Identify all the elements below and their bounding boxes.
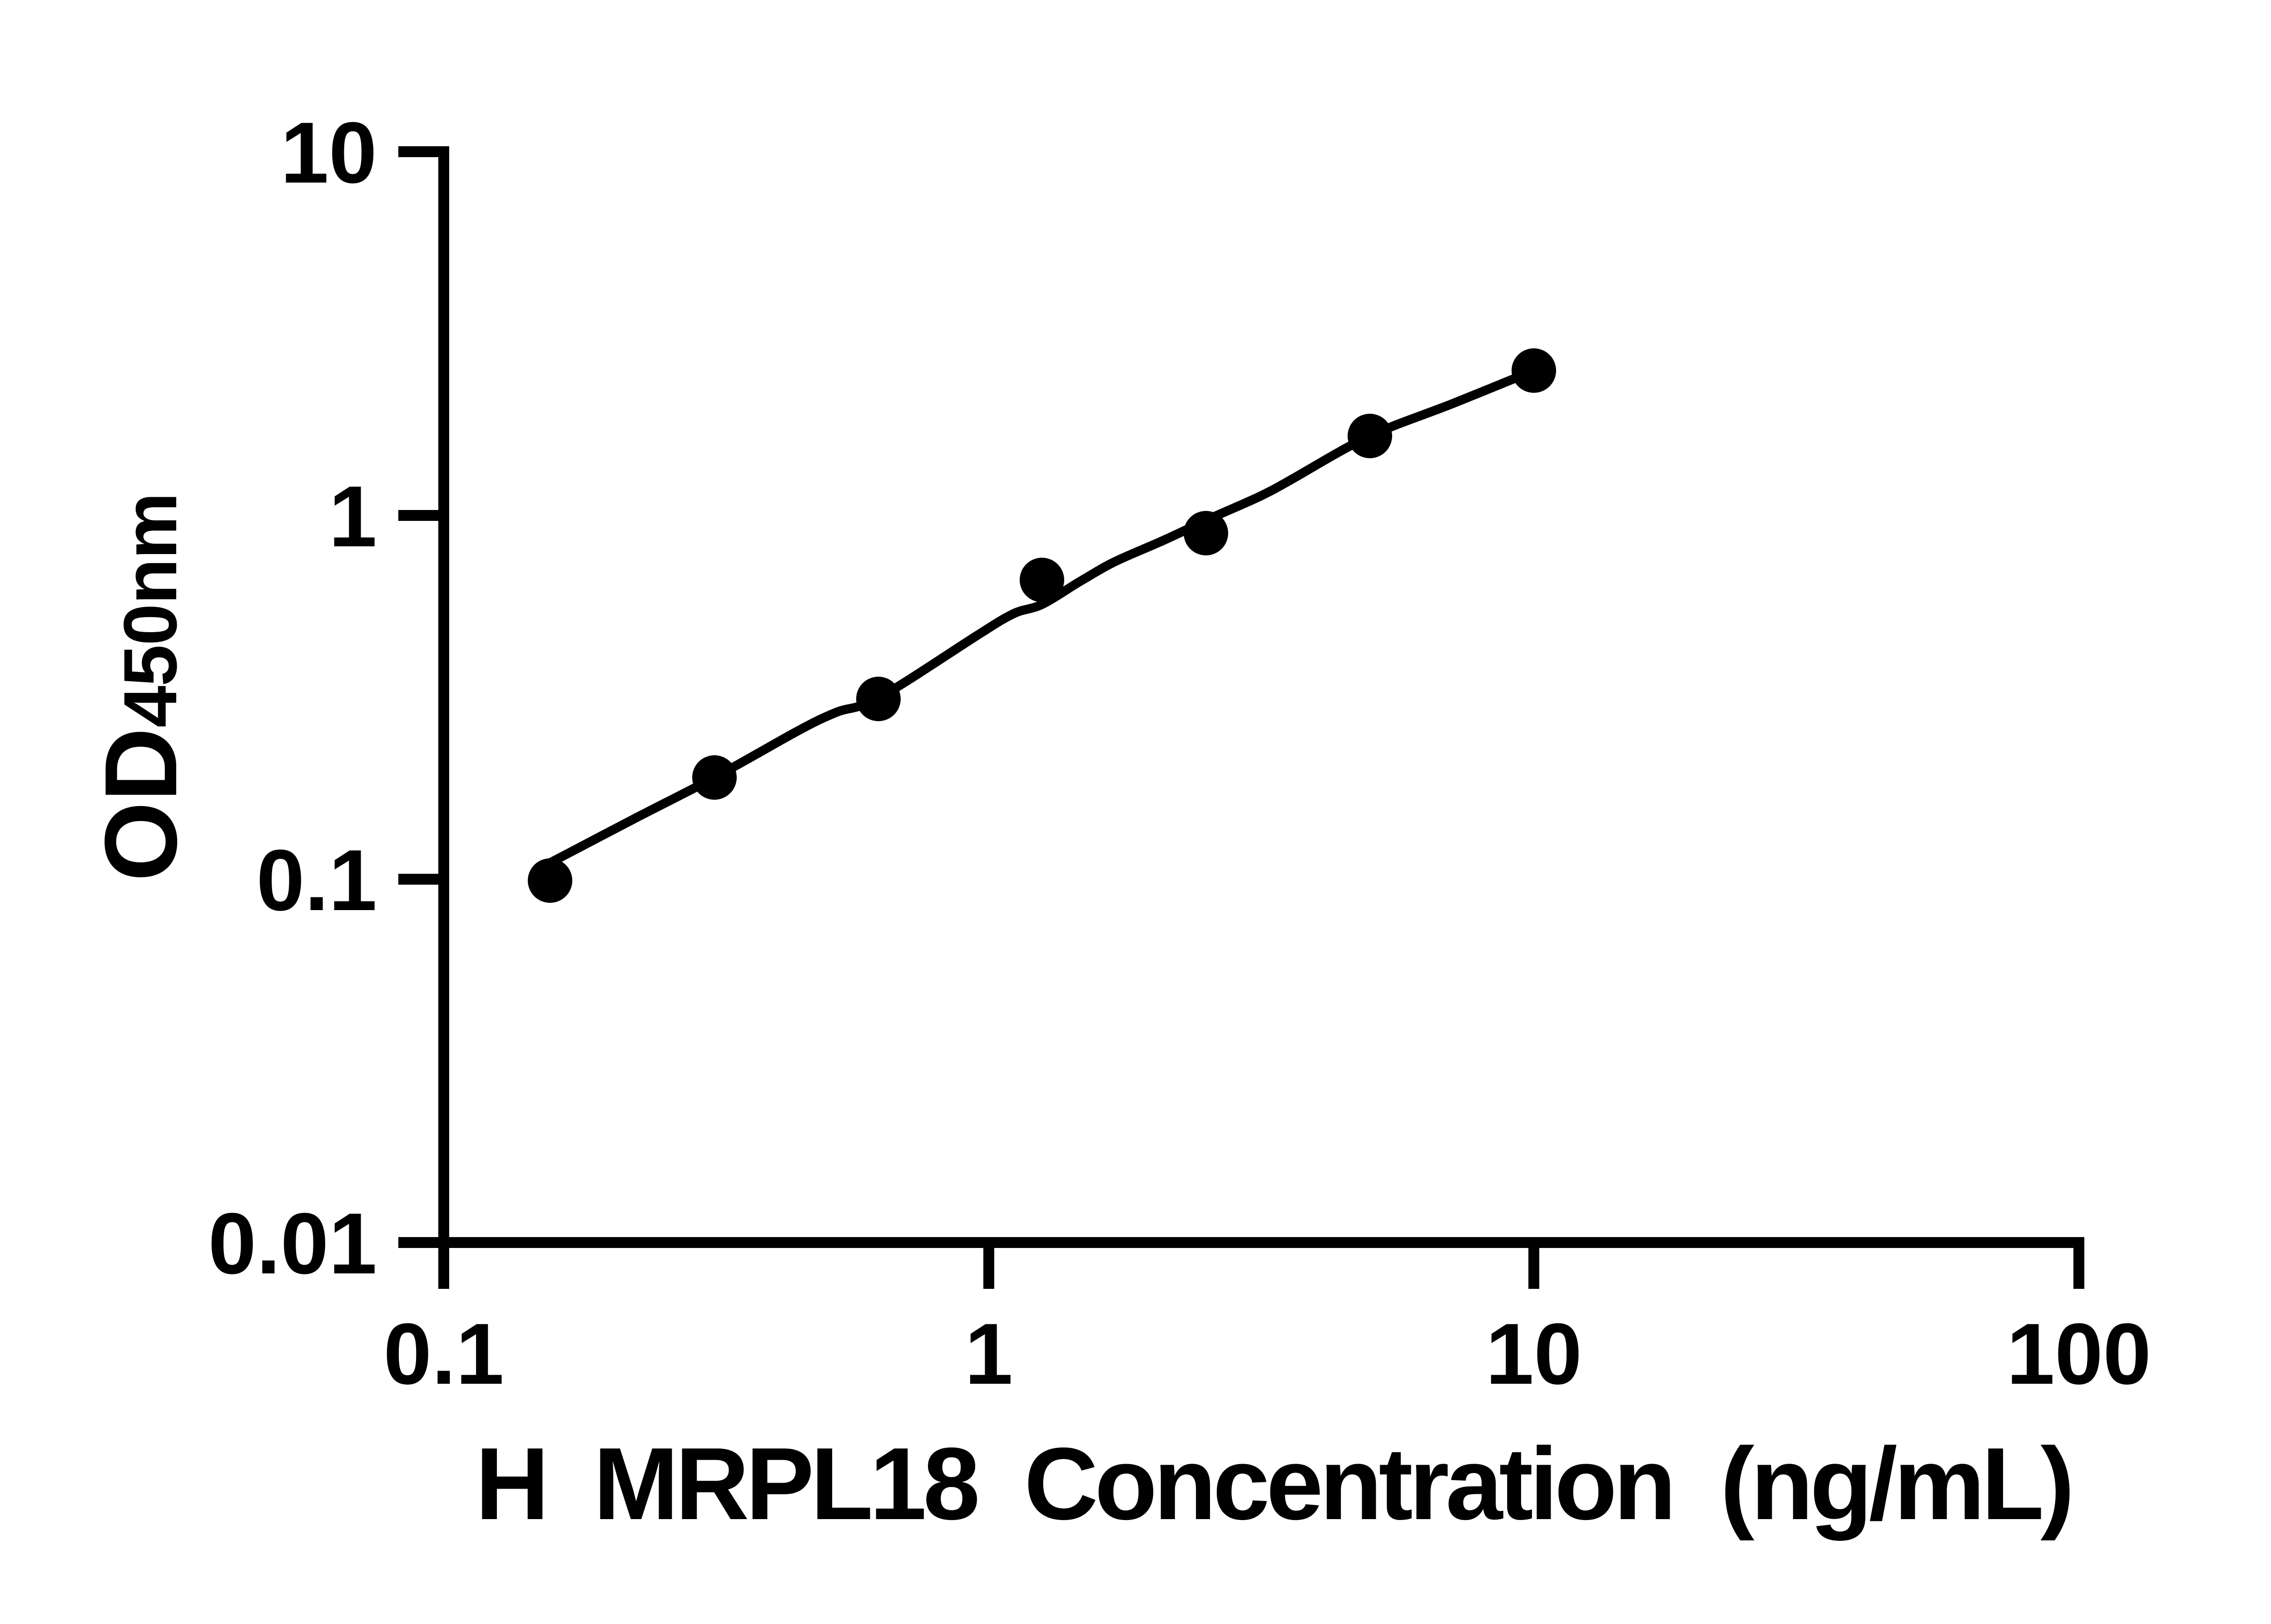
svg-text:H MRPL18 Concentration (ng/mL): H MRPL18 Concentration (ng/mL): [475, 1426, 2071, 1541]
svg-text:OD450nm: OD450nm: [83, 493, 198, 881]
svg-text:1: 1: [329, 468, 377, 565]
svg-text:0.1: 0.1: [256, 832, 377, 929]
svg-text:10: 10: [1486, 1306, 1582, 1402]
svg-text:10: 10: [281, 104, 377, 201]
svg-text:0.01: 0.01: [208, 1195, 377, 1292]
svg-text:100: 100: [2007, 1306, 2152, 1402]
svg-text:1: 1: [965, 1306, 1013, 1402]
svg-text:0.1: 0.1: [383, 1306, 504, 1402]
